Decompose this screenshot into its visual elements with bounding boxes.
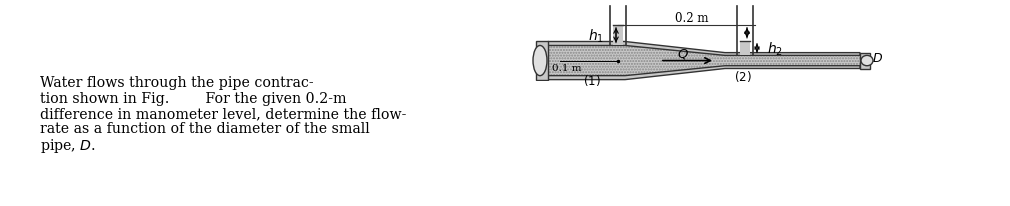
- Text: 0.2 m: 0.2 m: [675, 12, 708, 25]
- Text: $h_1$: $h_1$: [588, 27, 604, 45]
- Polygon shape: [536, 42, 548, 80]
- Text: pipe, $D$.: pipe, $D$.: [40, 137, 97, 154]
- Polygon shape: [548, 46, 860, 76]
- Polygon shape: [548, 42, 860, 56]
- Text: $(2)$: $(2)$: [734, 68, 751, 83]
- Text: $(1)$: $(1)$: [583, 72, 601, 87]
- Text: 0.1 m: 0.1 m: [552, 63, 582, 72]
- Ellipse shape: [861, 56, 873, 66]
- Text: $D$: $D$: [873, 52, 884, 64]
- Text: tion shown in Fig.        For the given 0.2-m: tion shown in Fig. For the given 0.2-m: [40, 91, 346, 105]
- Text: difference in manometer level, determine the flow-: difference in manometer level, determine…: [40, 106, 407, 120]
- Ellipse shape: [533, 46, 547, 76]
- Text: rate as a function of the diameter of the small: rate as a function of the diameter of th…: [40, 122, 370, 135]
- Text: $Q$: $Q$: [677, 46, 689, 60]
- Polygon shape: [860, 53, 870, 69]
- Polygon shape: [548, 66, 860, 80]
- Text: $h_2$: $h_2$: [767, 40, 783, 57]
- Text: Water flows through the pipe contrac-: Water flows through the pipe contrac-: [40, 76, 314, 90]
